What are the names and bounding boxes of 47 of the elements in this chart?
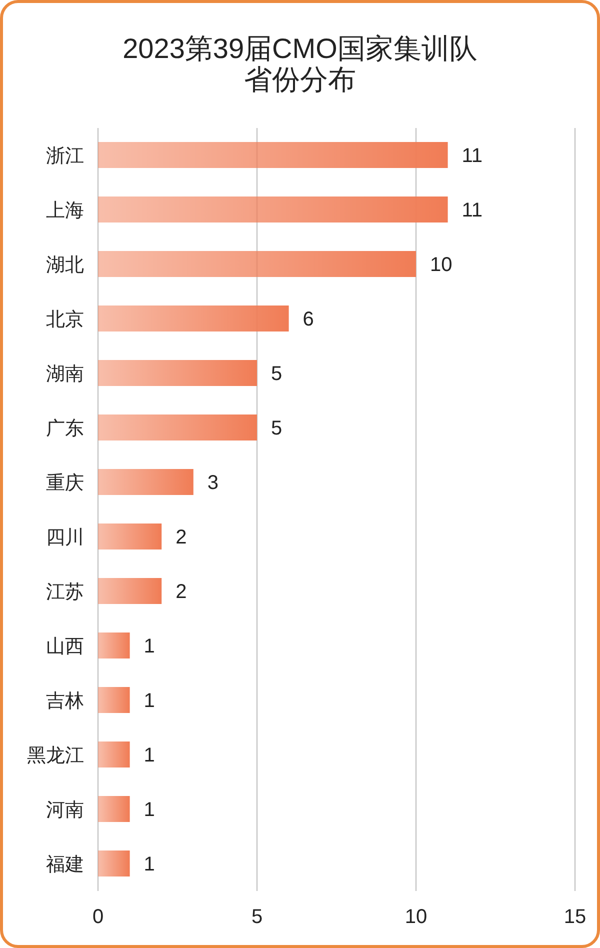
bar <box>98 469 194 495</box>
data-label: 1 <box>144 690 155 712</box>
data-label: 2 <box>176 526 187 549</box>
x-tick-label: 15 <box>564 906 586 928</box>
data-label: 5 <box>271 418 282 440</box>
bar <box>98 414 257 440</box>
bar <box>98 524 162 550</box>
y-tick-label: 浙江 <box>46 146 84 167</box>
data-label: 1 <box>144 744 155 767</box>
x-tick-label: 0 <box>92 906 104 928</box>
x-tick-label: 10 <box>404 906 428 928</box>
data-label: 1 <box>144 636 155 658</box>
bar <box>98 306 289 332</box>
y-tick-label: 福建 <box>46 854 84 876</box>
y-tick-label: 黑龙江 <box>27 745 84 766</box>
data-label: 11 <box>462 200 483 222</box>
y-tick-label: 广东 <box>46 417 84 440</box>
x-tick-label: 5 <box>251 906 263 928</box>
y-tick-label: 江苏 <box>46 582 84 603</box>
y-tick-label: 四川 <box>46 527 84 548</box>
bar <box>98 742 130 768</box>
bar <box>98 142 448 168</box>
data-label: 1 <box>144 799 155 822</box>
bar <box>98 360 257 386</box>
data-label: 10 <box>430 254 452 276</box>
chart-title: 2023第39届CMO国家集训队省份分布 <box>122 33 478 95</box>
data-label: 3 <box>207 472 219 494</box>
bar <box>98 196 448 222</box>
bar <box>98 578 162 604</box>
bar <box>98 850 130 876</box>
y-tick-label: 湖南 <box>46 364 84 385</box>
bar <box>98 632 130 658</box>
y-tick-label: 北京 <box>46 308 84 330</box>
y-tick-label: 湖北 <box>46 254 84 276</box>
data-label: 1 <box>144 854 155 876</box>
y-tick-label: 山西 <box>46 636 84 658</box>
data-label: 6 <box>302 308 314 331</box>
data-label: 11 <box>462 145 483 168</box>
data-label: 2 <box>176 581 187 604</box>
y-tick-label: 河南 <box>46 800 84 821</box>
bar <box>98 251 416 277</box>
y-tick-label: 重庆 <box>46 472 84 494</box>
bar <box>98 796 130 822</box>
y-tick-label: 吉林 <box>46 690 84 712</box>
y-tick-label: 上海 <box>46 200 84 222</box>
data-label: 5 <box>271 363 282 386</box>
bar <box>98 687 130 713</box>
